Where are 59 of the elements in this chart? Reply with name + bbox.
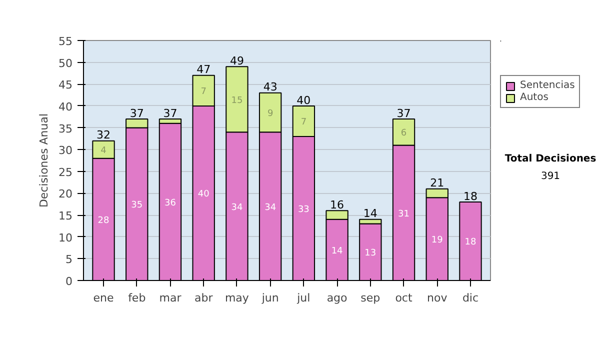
total-label: 47 (196, 63, 211, 76)
data-label: 18 (464, 238, 476, 248)
total-label: 18 (463, 190, 478, 203)
total-label: 37 (130, 106, 144, 120)
y-tick-label: 25 (58, 166, 73, 179)
total-label: 16 (330, 198, 344, 212)
y-tick-label: 15 (58, 210, 73, 223)
x-tick-label: ago (326, 292, 348, 304)
data-label: 40 (198, 190, 210, 200)
y-tick-label: 0 (66, 275, 72, 288)
y-tick-label: 45 (58, 78, 73, 92)
text: Total Decisiones (504, 154, 596, 165)
data-label: 15 (231, 96, 243, 106)
x-tick-label: oct (395, 292, 413, 304)
y-tick-label: 30 (58, 144, 73, 158)
x-tick-label: mar (159, 292, 182, 304)
y-tick-label: 50 (58, 56, 73, 70)
total-label: 14 (363, 207, 378, 220)
text: 391 (540, 170, 560, 182)
data-label: 19 (431, 236, 444, 246)
y-tick-label: 5 (66, 253, 72, 266)
total-label: 32 (96, 128, 111, 142)
y-axis-title: Decisiones Anual (38, 113, 51, 208)
legend-label: Sentencias (520, 80, 575, 91)
data-label: 35 (131, 200, 143, 211)
x-tick-label: jun (260, 292, 279, 304)
total-label: 37 (163, 106, 178, 120)
y-tick-label: 10 (58, 231, 73, 244)
y-tick-label: 20 (58, 188, 73, 201)
x-tick-label: dic (462, 292, 479, 304)
total-label: 49 (230, 54, 244, 68)
x-tick-label: ene (93, 292, 114, 304)
y-tick-label: 40 (58, 100, 73, 114)
data-label: 14 (331, 246, 344, 256)
data-label: 7 (200, 87, 206, 98)
total-label: 40 (296, 94, 311, 107)
legend-label: Autos (520, 92, 548, 103)
data-label: 36 (164, 198, 176, 208)
data-label: 4 (100, 146, 107, 156)
data-label: 6 (400, 128, 407, 139)
x-tick-label: feb (128, 292, 146, 304)
y-tick-label: 55 (58, 35, 73, 48)
data-label: 33 (298, 205, 310, 215)
data-label: 7 (300, 118, 307, 128)
x-tick-label: nov (427, 292, 448, 304)
data-label: 28 (98, 216, 110, 226)
total-label: 37 (396, 106, 411, 120)
y-tick-label: 35 (58, 122, 73, 136)
x-tick-label: may (224, 292, 250, 304)
data-label: 9 (267, 109, 274, 119)
data-label: 31 (398, 209, 410, 220)
total-label: 21 (430, 176, 444, 190)
x-tick-label: jul (296, 292, 310, 304)
data-label: 13 (364, 248, 376, 259)
x-tick-label: abr (194, 292, 214, 304)
x-tick-label: sep (360, 292, 380, 304)
data-label: 34 (231, 202, 243, 213)
data-label: 34 (264, 202, 276, 213)
total-label: 43 (263, 80, 278, 94)
